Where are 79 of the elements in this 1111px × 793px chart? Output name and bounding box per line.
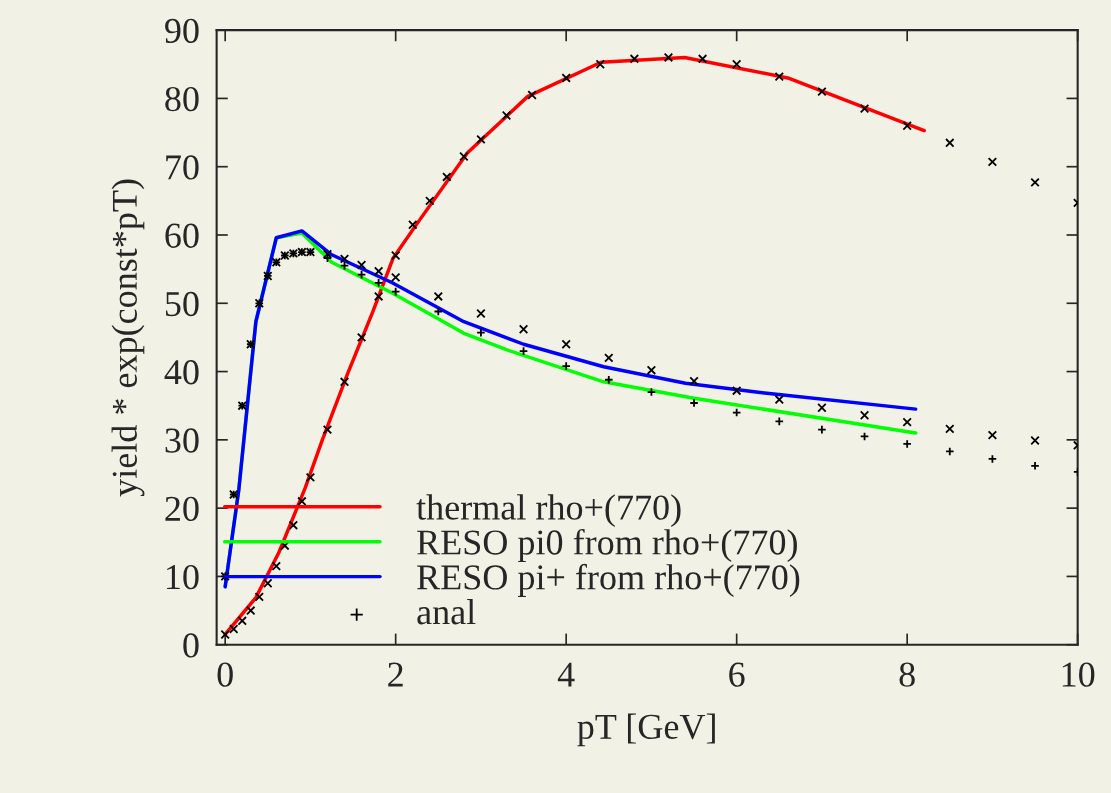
point [476,327,486,338]
point [390,250,401,261]
point [322,249,333,259]
point [254,592,264,602]
point [356,260,367,270]
point [527,90,537,100]
legend-label: RESO pi+ from rho+(770) [417,563,800,597]
point [356,332,367,343]
point [859,410,870,420]
point [459,151,469,162]
point [595,59,605,69]
x-tick-label: 8 [899,662,915,687]
point [246,605,256,616]
point [373,278,384,288]
point [859,103,870,114]
point [476,134,486,145]
point [697,54,708,64]
point [339,377,350,387]
point [774,394,785,405]
point [237,616,247,626]
x-tick-label: 0 [217,662,233,687]
point [817,403,827,413]
point [442,172,452,182]
x-axis-title: pT [GeV] [577,713,715,747]
point [646,365,657,375]
y-tick-label: 80 [165,86,199,112]
point [518,324,529,334]
point [561,73,571,83]
y-tick-label: 40 [164,360,199,385]
point [902,417,912,427]
point [945,424,955,434]
point [425,196,435,206]
point [433,291,444,302]
point [629,54,640,64]
x-tick-label: 6 [729,662,745,687]
point [774,71,785,82]
point [288,520,299,530]
point [228,624,239,634]
y-tick-label: 50 [165,291,199,317]
point [322,424,333,435]
legend-label: thermal rho+(770) [416,494,681,528]
point [945,138,955,148]
y-tick-label: 30 [165,428,199,453]
point [902,121,912,131]
point [604,353,614,363]
y-tick-label: 60 [165,223,199,248]
point [263,578,273,588]
point [987,157,998,167]
point [408,220,418,230]
point [689,376,699,386]
y-tick-label: 70 [166,155,199,180]
point [731,385,742,396]
legend-label: RESO pi0 from rho+(770) [417,528,797,563]
point [604,375,614,385]
y-tick-label: 90 [165,18,199,44]
x-tick-label: 10 [1062,662,1095,687]
y-tick-label: 10 [167,564,199,590]
point [561,339,571,349]
y-tick-label: 0 [183,633,199,658]
y-axis-title: yield * exp(const*pT) [111,179,145,497]
point [390,272,401,283]
point [987,430,998,440]
point [476,308,486,319]
point [817,424,827,435]
point [663,52,674,63]
point [501,110,512,121]
point [1030,177,1040,188]
x-tick-label: 4 [557,662,575,687]
point [817,86,827,97]
point [220,629,230,640]
point [731,59,742,69]
point [305,472,316,483]
point [373,291,384,302]
x-tick-label: 2 [388,662,403,687]
point [1030,435,1040,446]
y-tick-label: 20 [165,496,199,522]
point [373,266,384,276]
legend-label: anal [417,598,476,625]
point [271,561,282,571]
